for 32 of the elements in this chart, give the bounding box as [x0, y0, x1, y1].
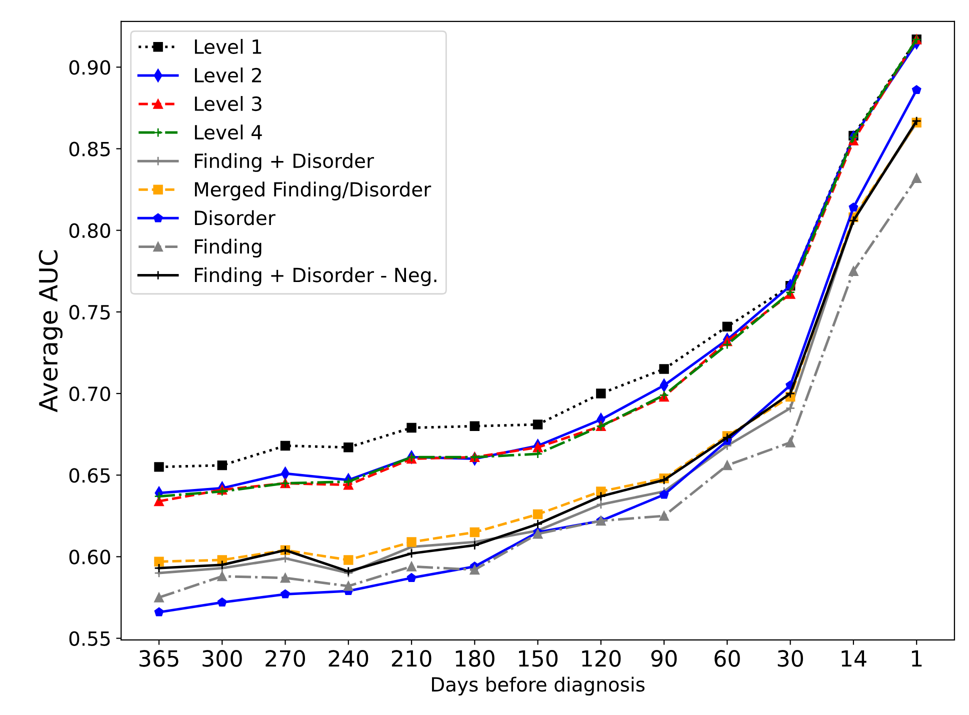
y-tick-label: 0.55 [69, 631, 110, 646]
x-tick-label: 30 [778, 650, 803, 667]
legend-label: Level 2 [194, 67, 261, 83]
legend-label: Level 4 [194, 124, 262, 140]
x-tick-label: 300 [202, 650, 242, 667]
y-axis-title: Average AUC [38, 250, 63, 412]
legend-label: Level 1 [194, 38, 262, 54]
legend-label: Finding [194, 238, 262, 258]
x-tick-label: 210 [392, 650, 432, 667]
y-tick-label: 0.65 [69, 468, 110, 483]
x-tick-label: 120 [582, 650, 621, 667]
x-tick-label: 180 [456, 650, 494, 667]
x-tick-label: 1 [912, 650, 922, 667]
y-tick-label: 0.60 [69, 550, 110, 564]
x-tick-label: 60 [714, 650, 740, 667]
legend-label: Disorder [194, 210, 276, 226]
y-tick-label: 0.85 [69, 142, 110, 156]
y-tick-label: 0.75 [69, 304, 110, 320]
y-tick-label: 0.70 [69, 386, 110, 402]
legend-label: Finding + Disorder [194, 153, 374, 172]
x-tick-label: 90 [651, 650, 677, 667]
y-tick-label: 0.90 [69, 60, 110, 75]
x-tick-label: 150 [519, 650, 558, 667]
x-tick-label: 365 [139, 650, 178, 667]
x-axis-title: Days before diagnosis [432, 676, 645, 696]
x-tick-label: 240 [328, 650, 368, 667]
legend-label: Finding + Disorder - Neg. [194, 267, 436, 286]
x-tick-label: 14 [842, 650, 866, 667]
legend-label: Level 3 [194, 96, 262, 112]
y-tick-label: 0.80 [69, 223, 110, 238]
legend-label: Merged Finding/Disorder [194, 182, 432, 200]
x-tick-label: 270 [266, 650, 305, 667]
